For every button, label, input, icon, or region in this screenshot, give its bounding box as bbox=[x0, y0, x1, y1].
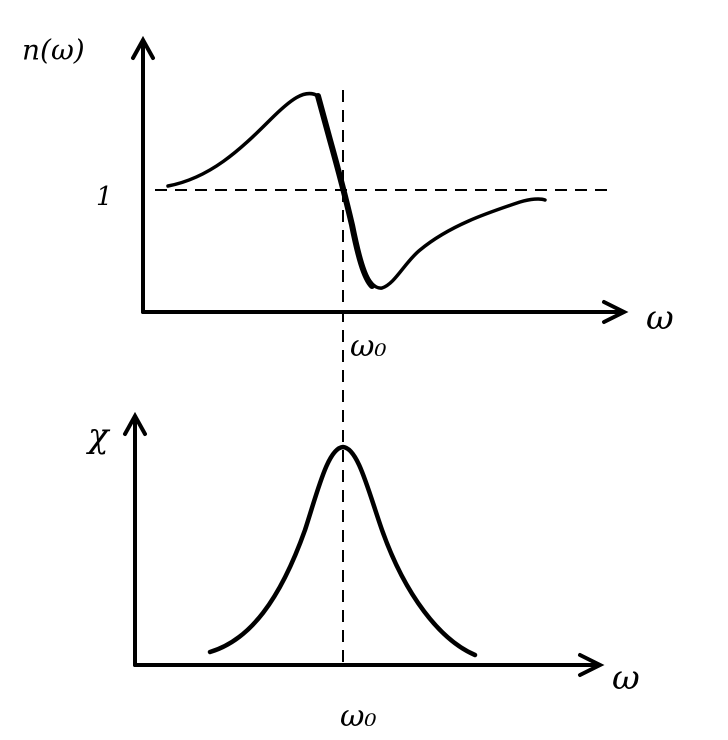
x-label: ω bbox=[646, 298, 674, 338]
x-axis bbox=[141, 300, 629, 324]
y-axis bbox=[131, 35, 155, 314]
panel-bottom: χ ω ω₀ bbox=[86, 411, 640, 734]
y-label: χ bbox=[86, 416, 111, 456]
x-label: ω bbox=[612, 658, 640, 698]
x-axis bbox=[133, 653, 605, 677]
y-label: n(ω) bbox=[22, 34, 85, 67]
y-tick-label: 1 bbox=[96, 182, 113, 212]
anomalous-region bbox=[315, 93, 375, 289]
resonance-label: ω₀ bbox=[350, 329, 387, 364]
resonance-label: ω₀ bbox=[340, 699, 377, 734]
y-axis bbox=[123, 411, 147, 667]
absorption-curve bbox=[207, 444, 478, 658]
panel-top: n(ω) 1 ω ω₀ bbox=[22, 34, 674, 365]
